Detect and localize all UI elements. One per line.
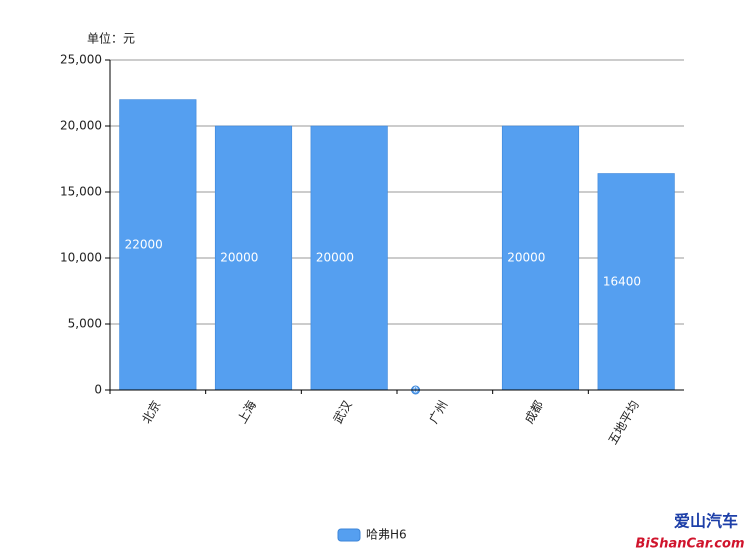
x-tick-label: 上海 [234,398,259,426]
legend-swatch [337,528,361,542]
x-tick-label: 广州 [426,398,450,426]
watermark: 爱山汽车 [674,512,738,531]
value-label: 20000 [316,251,354,265]
y-tick-label: 5,000 [68,317,102,331]
unit-label: 单位：元 [87,31,135,46]
y-tick-label: 10,000 [60,251,102,265]
bar [501,125,580,391]
bar [214,125,293,391]
y-tick-label: 15,000 [60,185,102,199]
bar [310,125,388,391]
value-label: 20000 [507,251,545,265]
value-label: 16400 [603,274,641,288]
x-tick-label: 北京 [139,398,163,426]
value-label: 22000 [125,237,163,251]
x-tick-label: 武汉 [331,398,355,426]
x-tick-label: 成都 [522,398,546,426]
y-tick-label: 20,000 [60,119,102,133]
y-tick-label: 25,000 [60,53,102,67]
x-tick-label: 五地平均 [606,398,642,447]
legend-label: 哈弗H6 [366,528,407,542]
value-label: 20000 [220,251,258,265]
bar [119,99,197,391]
y-tick-label: 0 [94,383,102,397]
watermark: BiShanCar.com [635,537,744,552]
bar [597,173,675,391]
